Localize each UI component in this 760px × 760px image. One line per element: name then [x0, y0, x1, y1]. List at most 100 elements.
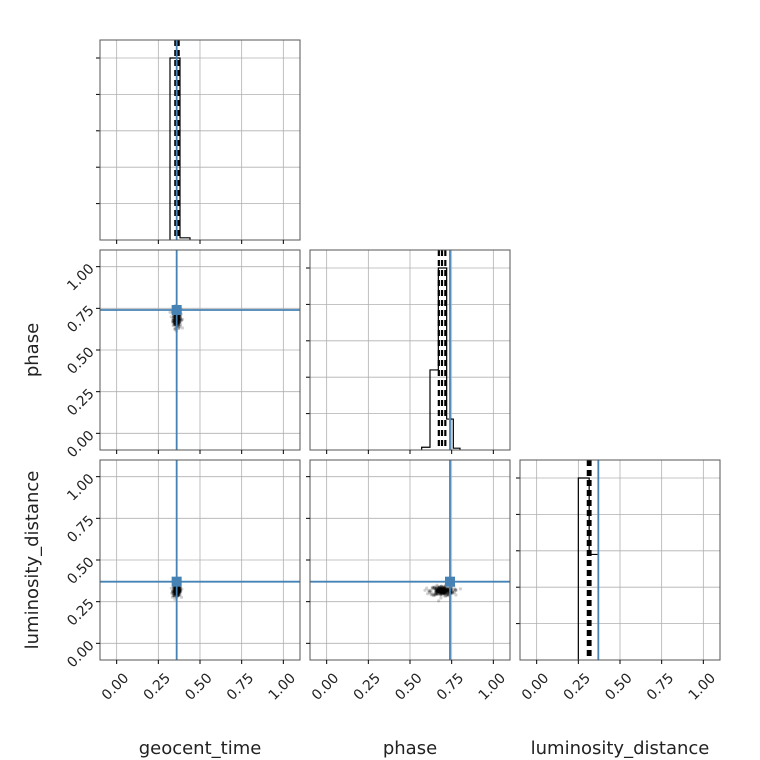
scatter-point — [172, 320, 176, 324]
scatter-point — [180, 587, 184, 591]
scatter-point — [435, 592, 440, 596]
x-tick-label: 0.75 — [434, 670, 467, 703]
panel-luminosity_distance-geocent_time: 0.00 0.25 0.50 0.75 1.000.000.250.500.751.00 — [64, 459, 301, 704]
scatter-point — [177, 585, 181, 590]
histogram-geocent_time — [169, 57, 191, 240]
scatter-point — [430, 593, 434, 597]
scatter-point — [434, 592, 439, 596]
scatter-point — [172, 587, 176, 591]
scatter-point — [172, 323, 176, 327]
scatter-point — [454, 588, 458, 592]
scatter-point — [170, 595, 175, 599]
scatter-point — [435, 584, 439, 589]
scatter-point — [176, 326, 181, 330]
scatter-point — [430, 591, 434, 595]
scatter-point — [169, 586, 173, 590]
x-axis-label-phase: phase — [383, 738, 437, 759]
scatter-point — [179, 590, 183, 594]
panel-geocent_time-geocent_time — [96, 39, 301, 244]
scatter-point — [178, 314, 182, 319]
scatter-point — [434, 586, 439, 590]
scatter-point — [458, 587, 463, 591]
x-tick-label: 0.25 — [351, 670, 384, 703]
scatter-point — [450, 591, 454, 596]
scatter-point — [433, 585, 437, 589]
truth-marker — [445, 576, 455, 587]
scatter-point — [178, 316, 183, 320]
scatter-point — [172, 588, 176, 592]
scatter-point — [439, 584, 443, 589]
scatter-point — [179, 317, 183, 321]
scatter-point — [178, 320, 182, 324]
scatter-point — [177, 593, 181, 597]
scatter-point — [171, 318, 175, 322]
x-tick-label: 0.00 — [309, 670, 342, 703]
scatter-point — [179, 319, 183, 323]
scatter-point — [170, 591, 174, 595]
y-axis-label-luminosity_distance: luminosity_distance — [22, 471, 43, 650]
scatter-point — [172, 320, 176, 324]
scatter-point — [173, 597, 177, 601]
panel-luminosity_distance-phase: 0.00 0.25 0.50 0.75 1.00 — [306, 459, 511, 704]
scatter-point — [428, 589, 432, 593]
scatter-point — [172, 593, 176, 597]
scatter-point — [172, 589, 176, 594]
scatter-point — [172, 590, 176, 594]
scatter-point — [177, 586, 181, 590]
panel-phase-geocent_time: 0.00 0.25 0.50 0.75 1.00 — [64, 249, 301, 461]
x-tick-label: 1.00 — [686, 670, 719, 703]
scatter-point — [437, 585, 441, 589]
x-axis-label-geocent_time: geocent_time — [139, 738, 262, 759]
y-tick-label: 1.00 — [64, 261, 97, 294]
panel-phase-phase — [306, 249, 511, 454]
y-tick-label: 0.25 — [64, 596, 97, 629]
scatter-point — [438, 585, 442, 589]
y-tick-label: 0.25 — [64, 386, 97, 419]
scatter-point — [428, 590, 432, 594]
x-axis-label-luminosity_distance: luminosity_distance — [531, 738, 710, 759]
scatter-point — [178, 322, 183, 326]
scatter-point — [453, 587, 457, 591]
scatter-point — [430, 586, 434, 590]
scatter-point — [429, 588, 433, 593]
scatter-point — [171, 316, 175, 320]
scatter-point — [179, 595, 184, 599]
scatter-point — [425, 586, 429, 590]
scatter-point — [433, 593, 437, 597]
scatter-point — [172, 592, 176, 596]
scatter-point — [444, 593, 448, 597]
scatter-point — [172, 594, 176, 598]
scatter-point — [171, 314, 176, 318]
x-tick-label: 0.00 — [519, 670, 552, 703]
x-tick-label: 1.00 — [476, 670, 509, 703]
scatter-point — [177, 322, 181, 326]
scatter-point — [176, 324, 181, 328]
scatter-point — [173, 322, 177, 326]
x-tick-label: 0.50 — [182, 670, 215, 703]
panel-luminosity_distance-luminosity_distance: 0.00 0.25 0.50 0.75 1.00 — [516, 459, 721, 704]
scatter-point — [433, 592, 437, 596]
scatter-point — [439, 596, 443, 600]
scatter-point — [173, 593, 177, 597]
scatter-point — [173, 326, 177, 331]
scatter-point — [441, 585, 445, 589]
x-tick-label: 0.25 — [141, 670, 174, 703]
scatter-point — [171, 320, 175, 324]
y-tick-label: 0.00 — [64, 428, 97, 461]
scatter-point — [439, 584, 444, 588]
x-tick-label: 0.00 — [99, 670, 132, 703]
scatter-point — [172, 320, 176, 324]
scatter-point — [177, 593, 181, 597]
scatter-point — [451, 590, 455, 594]
scatter-point — [171, 319, 175, 324]
scatter-point — [169, 315, 173, 319]
x-tick-label: 0.25 — [561, 670, 594, 703]
scatter-point — [178, 588, 183, 592]
scatter-point — [172, 320, 176, 325]
scatter-point — [172, 592, 176, 596]
y-tick-label: 0.75 — [64, 513, 97, 546]
x-tick-label: 0.50 — [602, 670, 635, 703]
scatter-point — [173, 327, 177, 332]
y-axis-label-phase: phase — [22, 323, 43, 377]
scatter-point — [168, 310, 172, 314]
